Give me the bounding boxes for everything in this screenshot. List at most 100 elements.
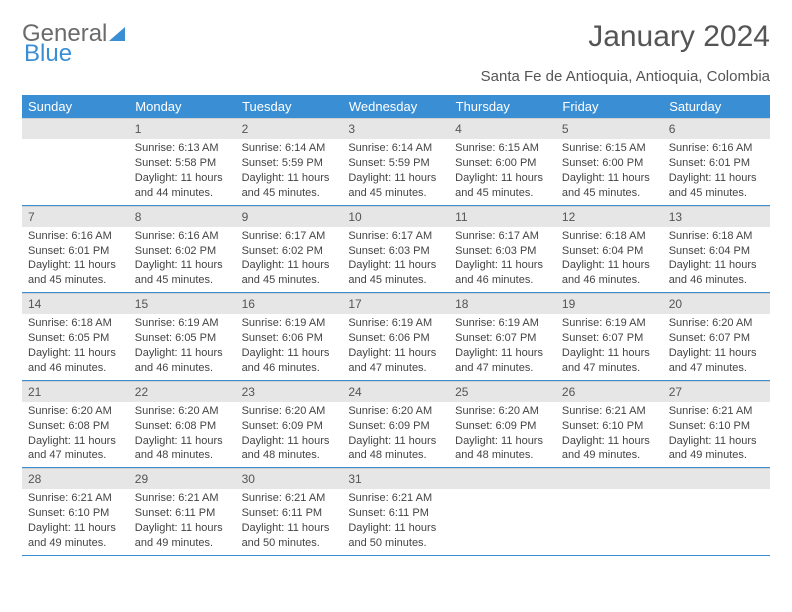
- sunrise-text: Sunrise: 6:16 AM: [669, 141, 764, 156]
- calendar-day-cell: 27Sunrise: 6:21 AMSunset: 6:10 PMDayligh…: [663, 380, 770, 468]
- calendar-day-cell: 26Sunrise: 6:21 AMSunset: 6:10 PMDayligh…: [556, 380, 663, 468]
- calendar-day-cell: 3Sunrise: 6:14 AMSunset: 5:59 PMDaylight…: [342, 118, 449, 205]
- location-subtitle: Santa Fe de Antioquia, Antioquia, Colomb…: [22, 68, 770, 85]
- calendar-day-cell: 8Sunrise: 6:16 AMSunset: 6:02 PMDaylight…: [129, 205, 236, 293]
- calendar-day-cell: 16Sunrise: 6:19 AMSunset: 6:06 PMDayligh…: [236, 293, 343, 381]
- day-number: [449, 468, 556, 489]
- daylight2-text: and 47 minutes.: [455, 361, 550, 376]
- sunset-text: Sunset: 6:09 PM: [348, 419, 443, 434]
- day-number: 28: [22, 468, 129, 489]
- daylight2-text: and 45 minutes.: [348, 186, 443, 201]
- daylight1-text: Daylight: 11 hours: [455, 346, 550, 361]
- sunrise-text: Sunrise: 6:19 AM: [242, 316, 337, 331]
- sunset-text: Sunset: 6:05 PM: [28, 331, 123, 346]
- day-number: 23: [236, 381, 343, 402]
- calendar-day-cell: [556, 468, 663, 556]
- sunrise-text: Sunrise: 6:20 AM: [135, 404, 230, 419]
- daylight1-text: Daylight: 11 hours: [28, 521, 123, 536]
- sunset-text: Sunset: 6:00 PM: [455, 156, 550, 171]
- day-content: Sunrise: 6:20 AMSunset: 6:08 PMDaylight:…: [129, 402, 236, 467]
- day-number: 15: [129, 293, 236, 314]
- page-title: January 2024: [588, 20, 770, 54]
- calendar-day-cell: 25Sunrise: 6:20 AMSunset: 6:09 PMDayligh…: [449, 380, 556, 468]
- sunrise-text: Sunrise: 6:19 AM: [135, 316, 230, 331]
- day-content: Sunrise: 6:16 AMSunset: 6:01 PMDaylight:…: [663, 139, 770, 204]
- daylight2-text: and 45 minutes.: [562, 186, 657, 201]
- calendar-day-cell: [663, 468, 770, 556]
- day-number: 27: [663, 381, 770, 402]
- day-number: 19: [556, 293, 663, 314]
- day-number: 30: [236, 468, 343, 489]
- calendar-day-cell: 19Sunrise: 6:19 AMSunset: 6:07 PMDayligh…: [556, 293, 663, 381]
- day-content: Sunrise: 6:15 AMSunset: 6:00 PMDaylight:…: [556, 139, 663, 204]
- daylight1-text: Daylight: 11 hours: [242, 346, 337, 361]
- daylight1-text: Daylight: 11 hours: [348, 521, 443, 536]
- daylight2-text: and 48 minutes.: [348, 448, 443, 463]
- day-content: Sunrise: 6:21 AMSunset: 6:11 PMDaylight:…: [342, 489, 449, 554]
- calendar-day-cell: [449, 468, 556, 556]
- daylight2-text: and 47 minutes.: [562, 361, 657, 376]
- daylight2-text: and 48 minutes.: [242, 448, 337, 463]
- day-content: Sunrise: 6:20 AMSunset: 6:09 PMDaylight:…: [342, 402, 449, 467]
- day-content: Sunrise: 6:17 AMSunset: 6:03 PMDaylight:…: [342, 227, 449, 292]
- daylight1-text: Daylight: 11 hours: [669, 258, 764, 273]
- sunset-text: Sunset: 6:11 PM: [242, 506, 337, 521]
- day-number: [556, 468, 663, 489]
- day-number: 16: [236, 293, 343, 314]
- day-content: Sunrise: 6:17 AMSunset: 6:02 PMDaylight:…: [236, 227, 343, 292]
- calendar-week-row: 14Sunrise: 6:18 AMSunset: 6:05 PMDayligh…: [22, 293, 770, 381]
- day-content: Sunrise: 6:16 AMSunset: 6:01 PMDaylight:…: [22, 227, 129, 292]
- weekday-header: Monday: [129, 95, 236, 118]
- day-number: 22: [129, 381, 236, 402]
- sunrise-text: Sunrise: 6:18 AM: [562, 229, 657, 244]
- sunrise-text: Sunrise: 6:20 AM: [455, 404, 550, 419]
- day-content: Sunrise: 6:14 AMSunset: 5:59 PMDaylight:…: [236, 139, 343, 204]
- day-content: Sunrise: 6:16 AMSunset: 6:02 PMDaylight:…: [129, 227, 236, 292]
- sunrise-text: Sunrise: 6:17 AM: [242, 229, 337, 244]
- daylight1-text: Daylight: 11 hours: [242, 434, 337, 449]
- sunset-text: Sunset: 6:10 PM: [669, 419, 764, 434]
- calendar-header: Sunday Monday Tuesday Wednesday Thursday…: [22, 95, 770, 118]
- sunrise-text: Sunrise: 6:14 AM: [348, 141, 443, 156]
- daylight2-text: and 45 minutes.: [242, 273, 337, 288]
- day-number: 1: [129, 118, 236, 139]
- day-content: Sunrise: 6:13 AMSunset: 5:58 PMDaylight:…: [129, 139, 236, 204]
- day-number: 6: [663, 118, 770, 139]
- sunrise-text: Sunrise: 6:20 AM: [28, 404, 123, 419]
- day-content: Sunrise: 6:21 AMSunset: 6:10 PMDaylight:…: [556, 402, 663, 467]
- daylight1-text: Daylight: 11 hours: [455, 434, 550, 449]
- sunrise-text: Sunrise: 6:17 AM: [348, 229, 443, 244]
- calendar-day-cell: 31Sunrise: 6:21 AMSunset: 6:11 PMDayligh…: [342, 468, 449, 556]
- sunset-text: Sunset: 6:01 PM: [28, 244, 123, 259]
- day-content: Sunrise: 6:20 AMSunset: 6:08 PMDaylight:…: [22, 402, 129, 467]
- day-number: 24: [342, 381, 449, 402]
- calendar-day-cell: 21Sunrise: 6:20 AMSunset: 6:08 PMDayligh…: [22, 380, 129, 468]
- sunset-text: Sunset: 6:10 PM: [28, 506, 123, 521]
- daylight1-text: Daylight: 11 hours: [562, 171, 657, 186]
- daylight1-text: Daylight: 11 hours: [348, 434, 443, 449]
- daylight1-text: Daylight: 11 hours: [562, 258, 657, 273]
- sunrise-text: Sunrise: 6:16 AM: [28, 229, 123, 244]
- day-number: 11: [449, 206, 556, 227]
- sunset-text: Sunset: 6:08 PM: [135, 419, 230, 434]
- daylight2-text: and 47 minutes.: [28, 448, 123, 463]
- day-content: Sunrise: 6:19 AMSunset: 6:07 PMDaylight:…: [449, 314, 556, 379]
- calendar-day-cell: 17Sunrise: 6:19 AMSunset: 6:06 PMDayligh…: [342, 293, 449, 381]
- weekday-header: Friday: [556, 95, 663, 118]
- daylight2-text: and 49 minutes.: [669, 448, 764, 463]
- day-content: Sunrise: 6:20 AMSunset: 6:09 PMDaylight:…: [449, 402, 556, 467]
- calendar-day-cell: 12Sunrise: 6:18 AMSunset: 6:04 PMDayligh…: [556, 205, 663, 293]
- day-number: [22, 118, 129, 139]
- day-number: [663, 468, 770, 489]
- calendar-day-cell: [22, 118, 129, 205]
- sunset-text: Sunset: 6:08 PM: [28, 419, 123, 434]
- calendar-day-cell: 22Sunrise: 6:20 AMSunset: 6:08 PMDayligh…: [129, 380, 236, 468]
- day-number: 4: [449, 118, 556, 139]
- calendar-day-cell: 9Sunrise: 6:17 AMSunset: 6:02 PMDaylight…: [236, 205, 343, 293]
- daylight1-text: Daylight: 11 hours: [562, 346, 657, 361]
- day-number: 26: [556, 381, 663, 402]
- daylight1-text: Daylight: 11 hours: [28, 258, 123, 273]
- calendar-week-row: 1Sunrise: 6:13 AMSunset: 5:58 PMDaylight…: [22, 118, 770, 205]
- day-number: 17: [342, 293, 449, 314]
- daylight1-text: Daylight: 11 hours: [348, 346, 443, 361]
